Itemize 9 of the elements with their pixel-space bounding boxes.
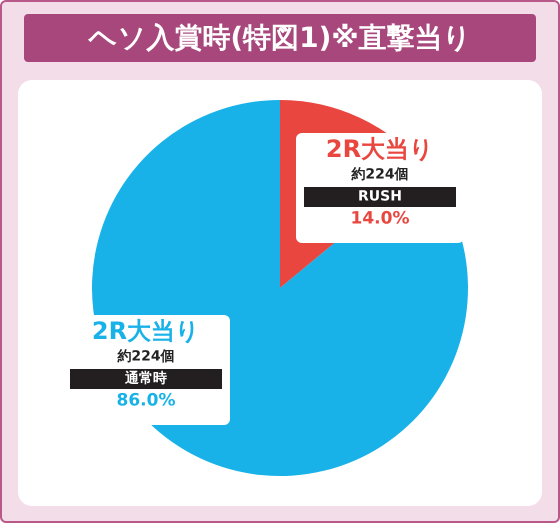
data-label: 14.0% [350, 208, 410, 228]
text: 約224個 [351, 166, 409, 183]
text: 2R大当り [92, 317, 200, 346]
data-label: 86.0% [116, 390, 176, 410]
slice-label: RUSH [358, 188, 402, 205]
chart-title: ヘソ入賞時(特図1)※直撃当り [24, 14, 536, 62]
slice-label: 通常時 [124, 370, 167, 387]
text: 2R大当り [326, 135, 434, 164]
text: 約224個 [117, 348, 175, 365]
